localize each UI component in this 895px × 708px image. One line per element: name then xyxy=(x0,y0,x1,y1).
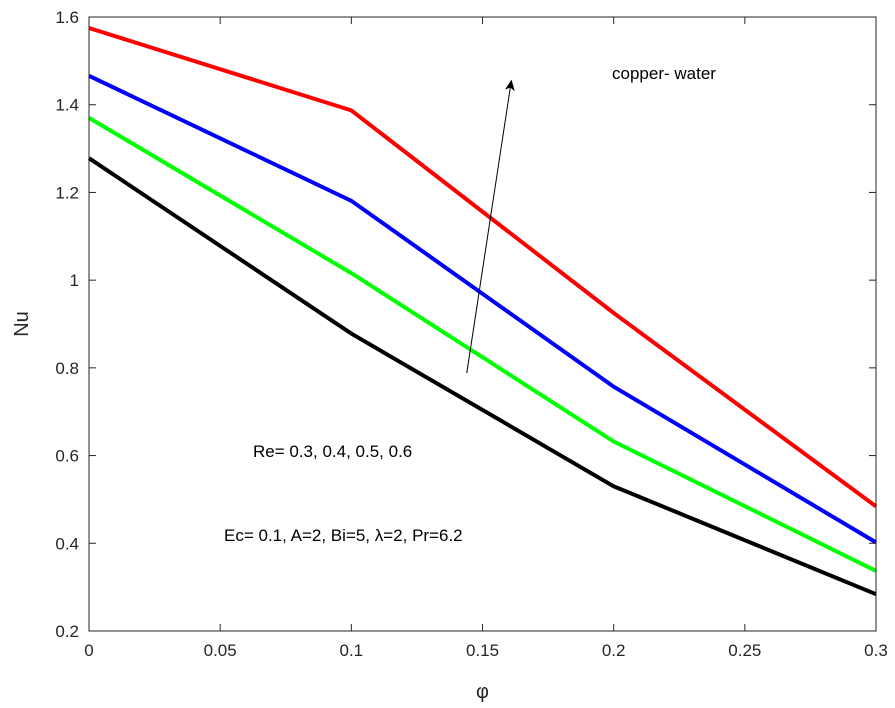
plot-area-frame xyxy=(88,16,877,632)
ticks-layer xyxy=(88,16,877,632)
x-tick-label: 0.1 xyxy=(340,641,364,660)
y-tick-label: 1.6 xyxy=(55,8,79,27)
series-line-3 xyxy=(87,116,877,573)
series-layer xyxy=(87,26,878,597)
x-tick-label: 0.25 xyxy=(728,641,761,660)
series-line-4 xyxy=(87,156,877,597)
x-tick-label: 0 xyxy=(84,641,93,660)
tick-labels-layer: 0 0.05 0.1 0.15 0.2 0.25 0.3 0.2 0.4 0.6 0.8 1 1.2 1.… xyxy=(55,8,887,660)
y-tick-label: 1 xyxy=(70,271,79,290)
y-tick-label: 0.4 xyxy=(55,534,79,553)
increasing-re-arrow xyxy=(466,79,515,374)
parameters-annotation: Ec= 0.1, A=2, Bi=5, λ=2, Pr=6.2 xyxy=(224,526,463,545)
x-axis-label: φ xyxy=(476,681,489,703)
x-tick-label: 0.15 xyxy=(466,641,499,660)
y-tick-label: 1.2 xyxy=(55,183,79,202)
y-tick-label: 1.4 xyxy=(55,96,79,115)
y-tick-label: 0.6 xyxy=(55,447,79,466)
y-tick-label: 0.8 xyxy=(55,359,79,378)
y-axis-label: Nu xyxy=(11,311,33,337)
fluid-annotation: copper- water xyxy=(612,64,716,83)
series-line-1 xyxy=(88,26,878,509)
series-line-2 xyxy=(88,73,878,545)
x-tick-label: 0.3 xyxy=(864,641,888,660)
x-tick-label: 0.2 xyxy=(602,641,626,660)
y-tick-label: 0.2 xyxy=(55,622,79,641)
x-tick-label: 0.05 xyxy=(204,641,237,660)
re-values-annotation: Re= 0.3, 0.4, 0.5, 0.6 xyxy=(253,442,412,461)
